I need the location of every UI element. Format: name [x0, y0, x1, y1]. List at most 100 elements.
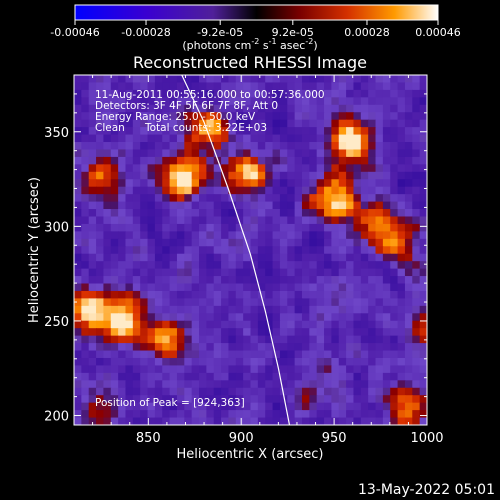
heatmap-cell	[397, 372, 406, 381]
heatmap-cell	[279, 380, 288, 389]
heatmap-cell	[353, 82, 362, 91]
heatmap-cell	[176, 134, 185, 143]
heatmap-cell	[243, 268, 252, 277]
heatmap-cell	[191, 290, 200, 300]
heatmap-cell	[353, 149, 362, 158]
heatmap-cell	[272, 335, 281, 344]
heatmap-cell	[221, 387, 230, 396]
heatmap-cell	[360, 127, 369, 136]
heatmap-cell	[353, 395, 362, 404]
heatmap-cell	[228, 119, 237, 128]
heatmap-cell	[228, 395, 237, 404]
heatmap-cell	[110, 238, 119, 247]
heatmap-cell	[368, 134, 377, 143]
heatmap-cell	[140, 402, 149, 411]
heatmap-cell	[353, 238, 362, 247]
heatmap-cell	[375, 350, 384, 359]
heatmap-cell	[191, 104, 200, 113]
heatmap-cell	[162, 313, 171, 322]
heatmap-cell	[331, 387, 340, 396]
heatmap-cell	[272, 179, 281, 188]
heatmap-cell	[110, 350, 119, 359]
heatmap-cell	[412, 179, 421, 188]
heatmap-cell	[316, 417, 325, 425]
heatmap-cell	[360, 134, 369, 143]
heatmap-cell	[147, 410, 156, 419]
heatmap-cell	[309, 328, 318, 337]
heatmap-cell	[287, 283, 296, 292]
heatmap-cell	[397, 246, 406, 255]
heatmap-cell	[147, 253, 156, 262]
heatmap-cell	[419, 156, 427, 165]
heatmap-cell	[412, 290, 421, 300]
heatmap-cell	[301, 246, 310, 255]
heatmap-cell	[125, 104, 134, 113]
heatmap-cell	[375, 410, 384, 419]
heatmap-cell	[397, 290, 406, 300]
heatmap-cell	[368, 171, 377, 180]
heatmap-cell	[375, 119, 384, 128]
heatmap-cell	[301, 134, 310, 143]
heatmap-cell	[118, 410, 127, 419]
heatmap-cell	[176, 320, 185, 329]
heatmap-cell	[397, 119, 406, 128]
heatmap-cell	[199, 216, 207, 225]
heatmap-cell	[353, 75, 362, 84]
heatmap-cell	[140, 365, 149, 374]
heatmap-cell	[243, 231, 252, 240]
heatmap-cell	[154, 365, 163, 374]
heatmap-cell	[338, 97, 347, 106]
heatmap-cell	[96, 142, 105, 151]
heatmap-cell	[390, 149, 399, 158]
heatmap-cell	[154, 246, 163, 255]
heatmap-cell	[257, 343, 266, 352]
heatmap-cell	[294, 372, 303, 381]
heatmap-cell	[390, 142, 399, 151]
heatmap-cell	[213, 246, 222, 255]
heatmap-cell	[132, 261, 141, 270]
heatmap-cell	[265, 164, 274, 173]
heatmap-cell	[118, 194, 127, 203]
heatmap-cell	[191, 164, 200, 173]
heatmap-cell	[346, 335, 355, 344]
heatmap-cell	[118, 357, 127, 367]
heatmap-cell	[272, 380, 281, 389]
heatmap-cell	[243, 179, 252, 188]
heatmap-cell	[132, 350, 141, 359]
heatmap-cell	[279, 194, 288, 203]
heatmap-cell	[316, 97, 325, 106]
heatmap-cell	[272, 283, 281, 292]
heatmap-cell	[176, 82, 185, 91]
heatmap-cell	[147, 75, 156, 84]
heatmap-cell	[301, 201, 310, 210]
heatmap-cell	[235, 261, 244, 270]
heatmap-cell	[103, 194, 112, 203]
heatmap-cell	[301, 194, 310, 203]
heatmap-cell	[368, 246, 377, 255]
heatmap-cell	[125, 246, 134, 255]
heatmap-cell	[228, 209, 237, 218]
heatmap-cell	[301, 171, 310, 180]
heatmap-cell	[74, 149, 82, 158]
heatmap-cell	[346, 201, 355, 210]
heatmap-cell	[412, 268, 421, 277]
heatmap-cell	[390, 82, 399, 91]
heatmap-cell	[125, 97, 134, 106]
heatmap-cell	[228, 357, 237, 367]
heatmap-cell	[294, 149, 303, 158]
heatmap-cell	[243, 395, 252, 404]
heatmap-cell	[279, 335, 288, 344]
heatmap-cell	[272, 127, 281, 136]
heatmap-cell	[397, 75, 406, 84]
heatmap-cell	[221, 380, 230, 389]
heatmap-cell	[132, 343, 141, 352]
heatmap-cell	[103, 328, 112, 337]
heatmap-cell	[235, 231, 244, 240]
heatmap-cell	[287, 112, 296, 121]
heatmap-cell	[88, 171, 97, 180]
heatmap-cell	[368, 387, 377, 396]
heatmap-cell	[272, 261, 281, 270]
heatmap-cell	[324, 186, 332, 195]
heatmap-cell	[316, 156, 325, 165]
heatmap-cell	[110, 97, 119, 106]
